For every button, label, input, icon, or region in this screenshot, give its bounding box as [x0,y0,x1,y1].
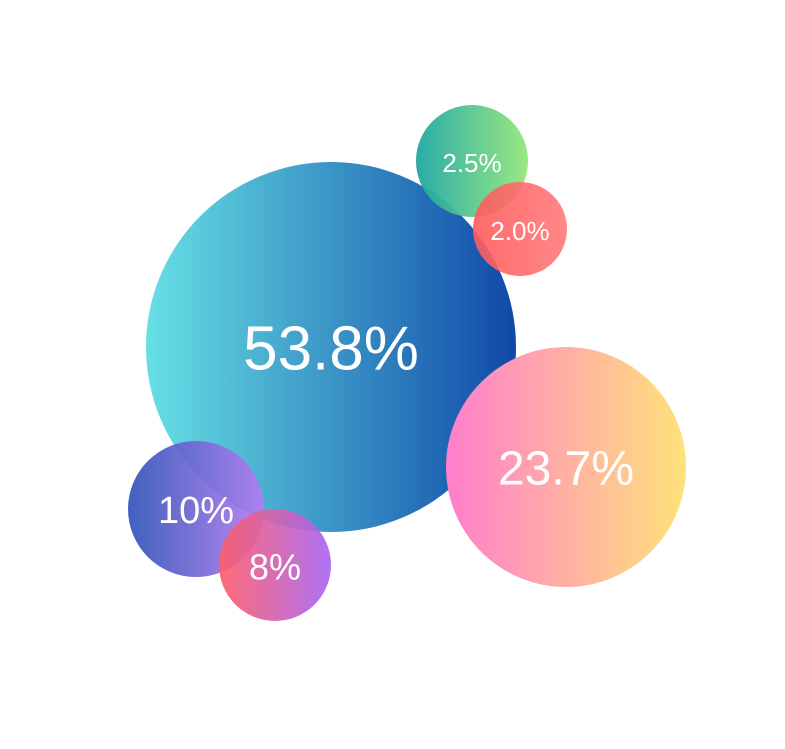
bubble-circle [446,347,686,587]
bubble-8pct: 8% [219,509,331,621]
bubble-23-7pct: 23.7% [446,347,686,587]
bubble-2-0pct: 2.0% [473,182,567,276]
bubble-value-label: 53.8% [243,315,419,384]
bubble-circle [146,162,516,532]
bubbles-group: 53.8% 23.7% 10% 8% 2.5% 2.0% [128,105,686,621]
bubble-circle [219,509,331,621]
bubble-value-label: 2.5% [442,148,501,178]
bubble-value-label: 23.7% [498,443,634,496]
bubble-value-label: 2.0% [490,216,549,246]
bubble-value-label: 10% [158,490,234,532]
bubble-53-8pct: 53.8% [146,162,516,532]
bubble-value-label: 8% [249,547,301,588]
bubble-circle [473,182,567,276]
